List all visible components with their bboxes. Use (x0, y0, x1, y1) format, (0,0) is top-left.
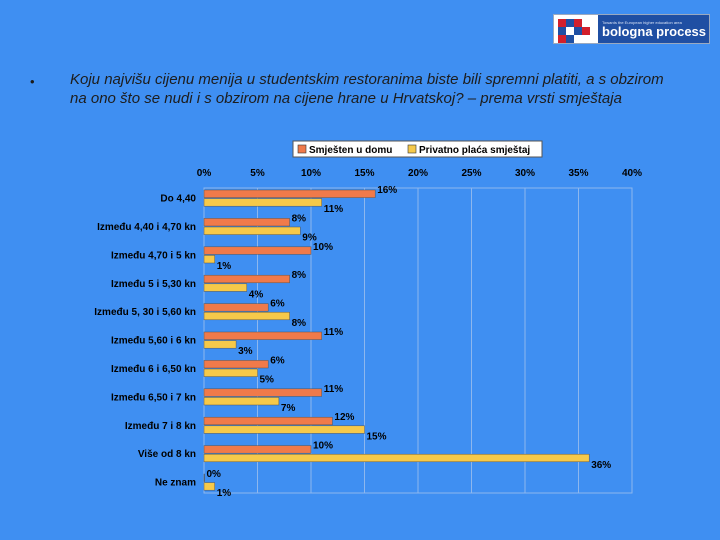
category-label: Između 6,50 i 7 kn (111, 392, 196, 403)
legend-box (292, 140, 543, 158)
x-tick-label: 30% (515, 168, 535, 179)
category-label: Između 5 i 5,30 kn (111, 279, 196, 290)
category-label: Između 4,70 i 5 kn (111, 250, 196, 261)
legend-label-2: Privatno plaća smještaj (419, 145, 530, 156)
category-label: Između 7 i 8 kn (125, 421, 196, 432)
legend-swatch-2 (407, 144, 417, 154)
category-label: Između 6 i 6,50 kn (111, 364, 196, 375)
category-label: Ne znam (155, 478, 196, 489)
bar-series2 (203, 482, 215, 491)
category-label: Do 4,40 (160, 194, 196, 205)
bar-series2 (203, 453, 590, 463)
category-label: Između 5,60 i 6 kn (111, 336, 196, 347)
category-label: Više od 8 kn (138, 449, 196, 460)
x-tick-label: 25% (461, 168, 481, 179)
data-label-series1: 0% (207, 469, 222, 480)
bar-series1 (203, 218, 290, 227)
data-label-series1: 6% (270, 299, 285, 310)
bar-series2 (203, 311, 290, 321)
x-tick-label: 40% (622, 168, 642, 179)
x-tick-label: 35% (568, 168, 588, 179)
logo-subtitle: Towards the European higher education ar… (602, 19, 682, 25)
data-label-series2: 1% (217, 261, 232, 272)
category-label: Između 5, 30 i 5,60 kn (94, 307, 196, 318)
data-label-series2: 8% (292, 318, 307, 329)
x-tick-label: 20% (408, 168, 428, 179)
bar-series1 (203, 360, 269, 369)
data-label-series2: 36% (591, 460, 611, 471)
bar-series2 (203, 368, 258, 377)
bologna-process-logo: Towards the European higher education ar… (553, 14, 710, 44)
bar-series2 (203, 425, 365, 434)
data-label-series1: 16% (377, 185, 397, 196)
bar-series2 (203, 340, 237, 349)
bar-series2 (203, 283, 248, 292)
data-label-series1: 11% (324, 327, 344, 338)
data-label-series2: 5% (260, 375, 275, 386)
logo-mark-icon (554, 15, 598, 43)
bar-series2 (203, 226, 301, 235)
x-tick-label: 15% (354, 168, 374, 179)
question-text: Koju najvišu cijenu menija u studentskim… (70, 71, 664, 107)
bar-series2 (203, 255, 215, 264)
bar-series1 (203, 331, 322, 340)
category-label: Između 4,40 i 4,70 kn (97, 222, 196, 233)
data-label-series2: 1% (217, 488, 232, 499)
data-label-series1: 12% (334, 412, 354, 423)
bar-series1 (203, 473, 205, 482)
bar-series1 (203, 274, 290, 284)
bar-series1 (203, 246, 312, 255)
x-tick-label: 10% (301, 168, 321, 179)
data-label-series1: 8% (292, 213, 307, 224)
legend-swatch-1 (297, 144, 307, 154)
bar-series1 (203, 388, 322, 397)
bar-series1 (203, 445, 312, 454)
data-label-series1: 8% (292, 270, 307, 281)
data-label-series2: 11% (324, 204, 344, 215)
legend-label-1: Smješten u domu (309, 145, 392, 156)
data-label-series2: 3% (238, 346, 253, 357)
data-label-series1: 10% (313, 242, 333, 253)
data-label-series2: 7% (281, 403, 296, 414)
data-label-series2: 4% (249, 289, 264, 300)
data-label-series1: 10% (313, 441, 333, 452)
data-label-series1: 6% (270, 355, 285, 366)
bar-series1 (203, 303, 269, 312)
data-label-series2: 15% (367, 431, 387, 442)
bullet-marker: • (30, 74, 35, 89)
x-tick-label: 0% (197, 168, 212, 179)
bar-series1 (203, 416, 333, 426)
data-label-series2: 9% (302, 233, 317, 244)
data-label-series1: 11% (324, 384, 344, 395)
logo-name: bologna process (602, 23, 707, 39)
x-tick-label: 5% (250, 168, 265, 179)
bar-series2 (203, 397, 280, 406)
bar-series1 (203, 189, 376, 198)
bar-series2 (203, 198, 322, 207)
